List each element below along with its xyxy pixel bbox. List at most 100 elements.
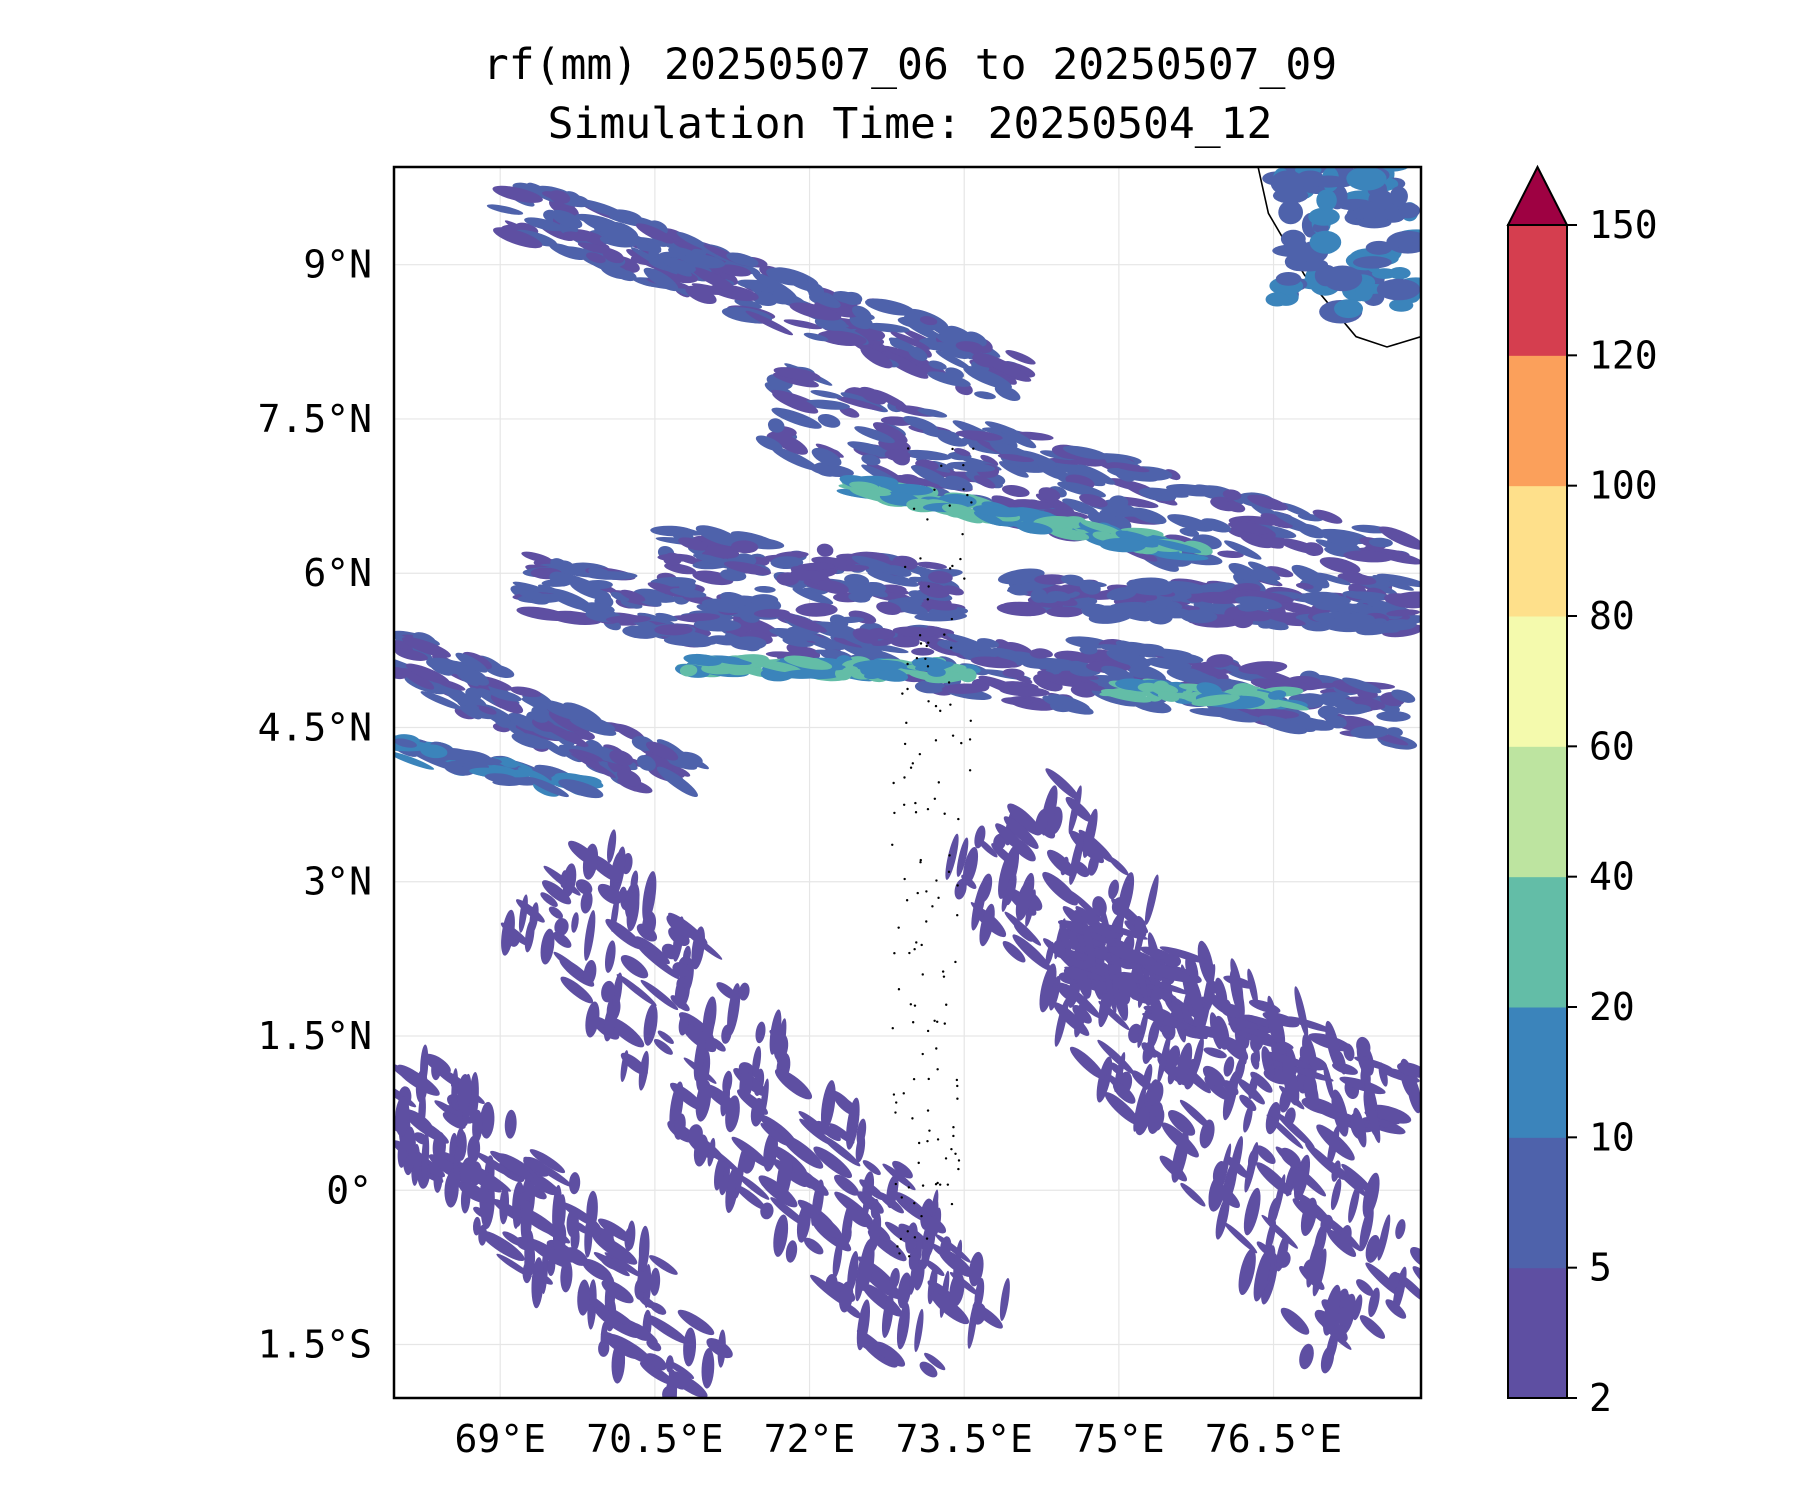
atoll-dot — [941, 970, 945, 973]
rain-cell — [498, 757, 519, 768]
rain-cell — [1376, 711, 1411, 722]
rain-cell — [945, 833, 959, 880]
rain-cell — [928, 360, 947, 370]
rain-cell — [1161, 1122, 1199, 1158]
rain-cell — [736, 655, 787, 668]
rain-cell — [1115, 530, 1159, 548]
rain-cell — [1005, 872, 1017, 906]
x-tick-label: 75°E — [1073, 1417, 1165, 1461]
atoll-dot — [936, 1068, 939, 1071]
rain-cell — [1101, 665, 1134, 681]
x-tick-label: 69°E — [454, 1417, 546, 1461]
rain-cell — [521, 551, 553, 564]
atoll-dot — [951, 447, 954, 451]
atoll-dot — [948, 567, 952, 570]
rain-cell — [562, 702, 604, 727]
rain-cell — [552, 931, 572, 948]
rain-cell — [1112, 974, 1129, 1021]
rain-cell — [1071, 681, 1106, 692]
atoll-dot — [903, 877, 906, 881]
rain-cell — [1039, 963, 1057, 1013]
rain-cell — [930, 1292, 970, 1325]
rain-cell — [770, 556, 804, 570]
rain-band-9 — [1099, 678, 1310, 711]
atoll-dot — [931, 905, 934, 908]
y-tick-label: 3°N — [303, 860, 372, 904]
rain-cell — [769, 1009, 782, 1055]
rain-cell — [882, 1163, 916, 1191]
rain-cell — [1365, 240, 1393, 255]
rain-cell — [1250, 1071, 1273, 1093]
rain-cell — [772, 391, 819, 414]
rain-cell — [1238, 603, 1262, 612]
atoll-dot — [940, 464, 943, 468]
rain-cell — [426, 657, 467, 674]
rain-cell — [493, 227, 543, 249]
rain-cell — [1193, 602, 1231, 616]
rain-cell — [1016, 522, 1053, 535]
rain-cell — [860, 346, 893, 369]
rain-cell — [1179, 1099, 1213, 1131]
atoll-dot — [892, 1093, 896, 1096]
rain-cell — [911, 647, 935, 656]
rain-cell — [529, 1149, 566, 1174]
rain-cell — [604, 1252, 643, 1278]
rain-cell — [607, 829, 617, 864]
rain-cell — [1388, 267, 1411, 280]
rain-cell — [1342, 677, 1382, 694]
atoll-dot — [968, 769, 972, 772]
rain-cell — [735, 1147, 746, 1199]
rain-cell — [721, 1024, 732, 1044]
rain-cell — [903, 312, 921, 326]
rain-cell — [1366, 1093, 1381, 1144]
colorbar-segment — [1508, 1007, 1567, 1138]
rain-cell — [1384, 593, 1421, 609]
rain-cell — [814, 316, 848, 331]
rain-cell — [1092, 531, 1116, 542]
rain-cell — [677, 1309, 715, 1336]
rain-cell — [825, 1274, 838, 1292]
atoll-dot — [893, 811, 896, 815]
colorbar-label: 80 — [1589, 594, 1635, 638]
y-axis-ticks: 9°N 7.5°N 6°N 4.5°N 3°N 1.5°N 0° 1.5°S — [258, 243, 372, 1367]
rain-cell — [760, 1123, 789, 1146]
rain-cell — [568, 748, 603, 762]
rain-cell — [1222, 1080, 1239, 1096]
rain-cell — [1144, 874, 1159, 925]
rain-cell — [1266, 1114, 1304, 1149]
rain-cell — [1087, 853, 1099, 876]
rain-cell — [708, 655, 752, 666]
atoll-dot — [911, 1117, 914, 1120]
rain-cell — [1042, 871, 1078, 906]
rain-cell — [1228, 562, 1261, 583]
rain-cell — [931, 1243, 949, 1259]
rain-cell — [616, 769, 642, 787]
rain-cell — [961, 874, 977, 890]
rain-cell — [1129, 667, 1160, 679]
rain-cell — [644, 1314, 689, 1345]
rain-band-6 — [394, 630, 709, 798]
rain-cell — [528, 777, 569, 798]
rain-cell — [876, 601, 902, 615]
rain-cell — [1065, 579, 1107, 588]
rain-cell — [750, 1097, 764, 1127]
rain-cell — [946, 461, 996, 472]
rain-cell — [554, 918, 569, 936]
rain-cell — [1276, 1250, 1291, 1268]
rain-cell — [604, 1275, 616, 1319]
rain-cell — [1395, 1219, 1406, 1240]
rain-cell — [1144, 487, 1189, 498]
rain-cell — [1351, 524, 1389, 534]
rain-cell — [955, 430, 1003, 441]
rain-cell — [852, 305, 872, 321]
rain-cell — [1243, 1187, 1261, 1236]
atoll-dot — [927, 1077, 930, 1081]
rain-cell — [1319, 557, 1361, 574]
colorbar-segment — [1508, 355, 1567, 487]
rain-cell — [972, 504, 1022, 518]
atoll-dot — [921, 1184, 925, 1187]
rain-cell — [973, 510, 1005, 527]
rain-cell — [916, 561, 948, 570]
rain-cell — [679, 664, 698, 677]
rain-cell — [402, 1126, 416, 1176]
